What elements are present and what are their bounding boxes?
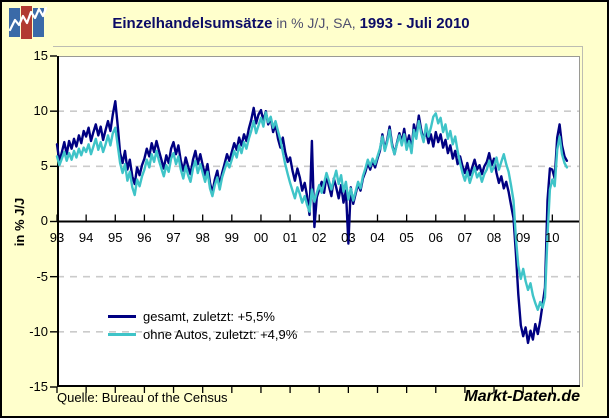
- x-tick-label: 07: [457, 230, 473, 245]
- markt-daten-logo: [8, 6, 48, 39]
- chart-frame-highlight-right: [582, 46, 583, 387]
- x-tick-label: 97: [166, 230, 181, 245]
- legend-label-gesamt: gesamt, zuletzt: +5,5%: [143, 308, 275, 324]
- x-tick-label: 94: [78, 230, 94, 245]
- watermark-text: Markt-Daten.de: [464, 388, 580, 405]
- title-period: 1993 - Juli 2010: [359, 15, 470, 32]
- y-tick-label: 10: [33, 103, 48, 118]
- y-tick-label: 5: [40, 158, 48, 173]
- y-tick-label: 15: [33, 48, 48, 63]
- x-tick-label: 03: [341, 230, 356, 245]
- legend: gesamt, zuletzt: +5,5% ohne Autos, zulet…: [108, 307, 297, 343]
- logo-zigzag-line: [8, 6, 48, 32]
- plot-area: [50, 55, 580, 393]
- y-axis-title: in % J/J: [12, 197, 27, 247]
- x-tick-label: 99: [224, 230, 240, 245]
- legend-marker-gesamt: [108, 314, 136, 318]
- x-tick-label: 96: [137, 230, 152, 245]
- x-tick-label: 06: [428, 230, 443, 245]
- source-text: Quelle: Bureau of the Census: [57, 390, 228, 405]
- x-tick-label: 04: [370, 230, 385, 245]
- series-line-0: [55, 100, 569, 345]
- x-tick-label: 00: [253, 230, 269, 245]
- legend-marker-ohne-autos: [108, 332, 136, 336]
- x-tick-label: 10: [545, 230, 560, 245]
- chart-frame-highlight-top: [53, 46, 582, 47]
- x-tick-label: 98: [195, 230, 210, 245]
- x-tick-label: 08: [486, 230, 502, 245]
- x-tick-label: 93: [49, 230, 65, 245]
- logo-bar-right: [33, 8, 44, 37]
- x-tick-label: 05: [399, 230, 414, 245]
- x-tick-label: 01: [282, 230, 298, 245]
- y-tick-label: -10: [29, 324, 48, 339]
- y-tick-label: 0: [40, 213, 48, 228]
- series-line-1: [55, 111, 569, 312]
- legend-label-ohne-autos: ohne Autos, zuletzt: +4,9%: [143, 326, 298, 342]
- legend-row-ohne-autos: ohne Autos, zuletzt: +4,9%: [108, 325, 297, 343]
- x-tick-label: 02: [311, 230, 327, 245]
- x-tick-label: 95: [108, 230, 123, 245]
- legend-row-gesamt: gesamt, zuletzt: +5,5%: [108, 307, 297, 325]
- y-tick-label: -15: [29, 379, 48, 394]
- x-tick-label: 09: [515, 230, 531, 245]
- title-subtitle: in % J/J, SA,: [272, 15, 360, 31]
- plot-svg: [50, 55, 580, 393]
- y-tick-label: -5: [36, 269, 48, 284]
- title-main: Einzelhandelsumsätze: [112, 15, 273, 32]
- page-title: Einzelhandelsumsätze in % J/J, SA, 1993 …: [0, 15, 582, 33]
